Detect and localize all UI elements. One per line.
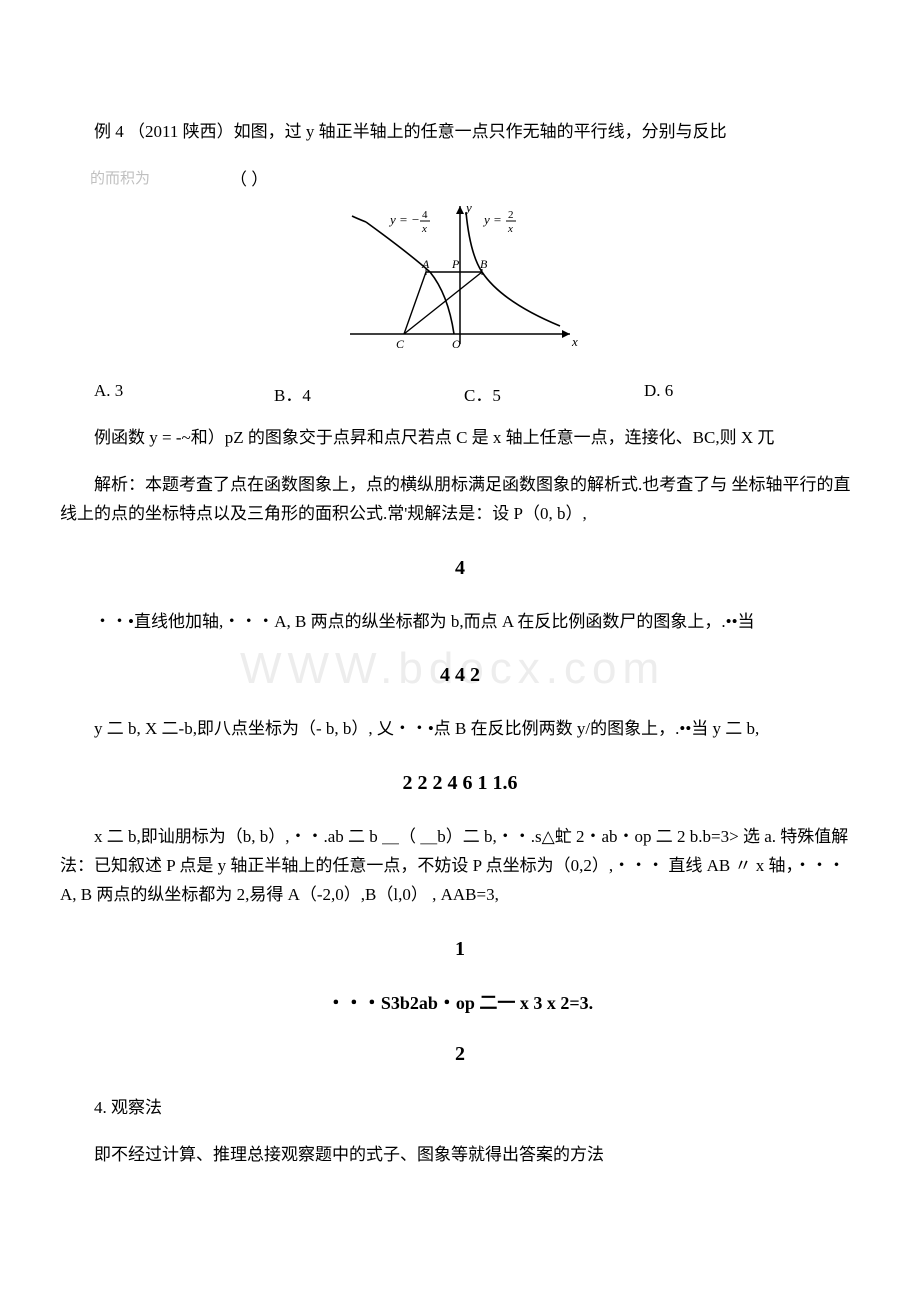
svg-text:y = −: y = − (388, 212, 420, 227)
example4-line2: 例函数 y = -~和）pZ 的图象交于点昇和点尺若点 C 是 x 轴上任意一点… (60, 424, 860, 453)
step-p1: ・・•直线他加轴,・・・A, B 两点的纵坐标都为 b,而点 A 在反比例函数尸… (60, 608, 860, 637)
svg-text:A: A (421, 257, 430, 271)
option-a: A. 3 (94, 381, 274, 406)
num-4: 4 (60, 557, 860, 580)
example4-intro: 例 4 （2011 陕西）如图，过 y 轴正半轴上的任意一点只作无轴的平行线，分… (60, 118, 860, 147)
svg-text:B: B (480, 257, 488, 271)
svg-text:x: x (507, 223, 513, 235)
svg-text:2: 2 (508, 209, 514, 221)
method4-title: 4. 观察法 (60, 1094, 860, 1123)
num-1: 1 (60, 938, 860, 961)
area-label: 的而积为 (60, 167, 150, 188)
svg-text:y: y (464, 200, 472, 215)
option-c: C．5 (464, 381, 644, 406)
num-row3: 2 2 2 4 6 1 1.6 (60, 772, 860, 795)
method4-desc: 即不经过计算、推理总接观察题中的式子、图象等就得出答案的方法 (60, 1141, 860, 1170)
hyperbola-diagram: y = − 4 x y = 2 x y x A P B C O (330, 194, 590, 364)
step-p3: x 二 b,即讪朋标为（b, b）,・・.ab 二 b ＿（ ＿b）二 b,・・… (60, 823, 860, 910)
analysis: 解析：本题考査了点在函数图象上，点的横纵朋标满足函数图象的解析式.也考査了与 坐… (60, 471, 860, 529)
area-paren: （ ） (230, 165, 268, 190)
svg-text:y =: y = (482, 212, 502, 227)
svg-text:x: x (421, 223, 427, 235)
svg-text:x: x (571, 334, 578, 349)
option-d: D. 6 (644, 381, 673, 406)
num-2: 2 (60, 1043, 860, 1066)
svg-text:P: P (451, 257, 460, 271)
formula-line: ・・・S3b2ab・op 二一 x 3 x 2=3. (60, 989, 860, 1015)
svg-text:O: O (452, 337, 461, 351)
svg-text:C: C (396, 337, 405, 351)
option-b: B．4 (274, 381, 464, 406)
diagram-wrap: y = − 4 x y = 2 x y x A P B C O (60, 194, 860, 369)
num-442: 4 4 2 (60, 664, 860, 687)
step-p2: y 二 b, X 二-b,即八点坐标为（- b, b）, 乂・・•点 B 在反比… (60, 715, 860, 744)
svg-text:4: 4 (422, 209, 428, 221)
options-row: A. 3 B．4 C．5 D. 6 (60, 381, 860, 406)
area-row: 的而积为 （ ） (60, 165, 860, 190)
